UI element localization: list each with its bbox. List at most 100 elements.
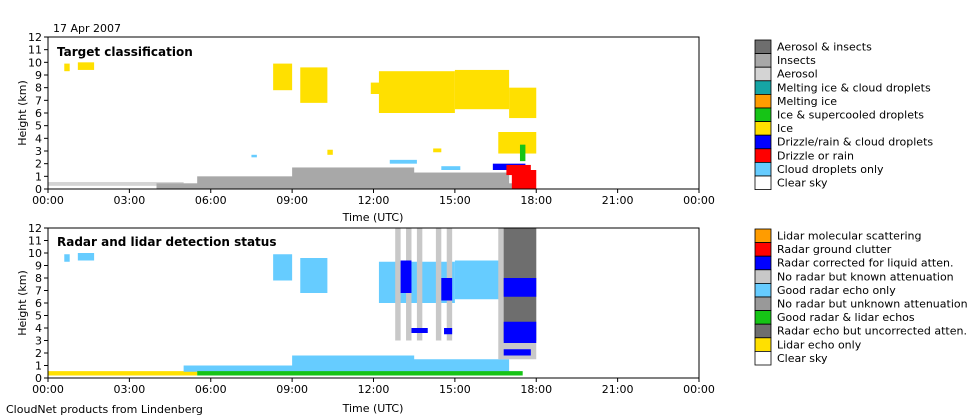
class-region-drizzle-rain [511,170,537,189]
class-x-tick-label: 00:00 [32,194,64,207]
class-y-tick-label: 0 [35,183,42,196]
status-legend-swatch [754,323,772,339]
class-region-insects [156,183,523,189]
class-x-tick-label: 03:00 [114,194,146,207]
footer-label: CloudNet products from Lindenberg [6,403,203,416]
status-y-tick-label: 6 [35,297,42,310]
class-y-tick-label: 1 [35,170,42,183]
class-x-tick-label: 00:00 [683,194,715,207]
class-region-ice [433,148,442,153]
status-y-tick-label: 10 [28,247,42,260]
status-legend-label: Good radar & lidar echos [777,311,915,324]
class-y-tick-label: 9 [35,69,42,82]
status-region-no-radar-known [395,228,401,341]
status-y-tick-label: 12 [28,222,42,235]
class-legend-label: Clear sky [777,177,828,190]
detection-status-panel: Radar and lidar detection status 0123456… [16,222,968,415]
status-legend-label: Clear sky [777,352,828,365]
status-y-tick-label: 11 [28,235,42,248]
class-legend-swatch [754,66,772,82]
status-legend-label: Radar corrected for liquid atten. [777,257,953,270]
status-legend-label: Good radar echo only [777,284,896,297]
status-region-good-radar-only [300,258,328,293]
status-region-radar-corrected [503,349,531,356]
class-legend-label: Melting ice & cloud droplets [777,81,931,94]
class-legend-swatch [754,161,772,177]
class-region-ice [454,69,510,110]
class-legend-swatch [754,121,772,136]
class-region-ice [77,62,95,70]
class-legend-swatch [754,107,772,123]
status-region-good-radar-only [64,254,70,262]
class-y-tick-label: 3 [35,145,42,158]
status-x-tick-label: 12:00 [358,383,390,396]
status-legend-label: Radar echo but uncorrected atten. [777,325,967,338]
class-legend-swatch [754,175,772,191]
status-y-tick-label: 3 [35,335,42,348]
status-x-tick-label: 03:00 [114,383,146,396]
class-legend-swatch [754,148,772,163]
class-legend-label: Drizzle/rain & cloud droplets [777,136,933,149]
class-region-aerosol [48,182,184,186]
class-x-tick-label: 12:00 [358,194,390,207]
class-legend-label: Drizzle or rain [777,149,854,162]
date-label: 17 Apr 2007 [53,22,121,35]
status-x-tick-label: 06:00 [195,383,227,396]
status-y-tick-label: 8 [35,272,42,285]
class-x-tick-label: 15:00 [439,194,471,207]
class-legend-label: Cloud droplets only [777,163,884,176]
class-legend-label: Aerosol [777,68,818,81]
class-y-tick-label: 10 [28,56,42,69]
class-region-cloud-droplets [251,154,257,158]
status-x-tick-label: 18:00 [520,383,552,396]
detection-status-title: Radar and lidar detection status [57,235,276,249]
status-region-radar-corrected [503,321,537,343]
status-x-tick-label: 09:00 [276,383,308,396]
class-legend-swatch [754,94,772,109]
class-legend-label: Ice & supercooled droplets [777,109,924,122]
class-region-cloud-droplets [389,159,417,164]
target-classification-xlabel: Time (UTC) [342,211,404,224]
class-region-ice [64,63,70,72]
class-x-tick-label: 09:00 [276,194,308,207]
status-legend-label: Lidar molecular scattering [777,230,921,243]
class-y-tick-label: 12 [28,31,42,44]
target-classification-ylabel: Height (km) [16,80,29,146]
status-legend-label: Lidar echo only [777,338,862,351]
class-region-insects [400,172,510,187]
class-region-ice [300,67,328,103]
class-legend-label: Melting ice [777,95,837,108]
detection-status-xlabel: Time (UTC) [342,402,404,415]
status-region-no-radar-known [416,228,423,341]
status-x-tick-label: 00:00 [683,383,715,396]
status-region-lidar-only [48,371,198,376]
status-legend-swatch [754,242,772,257]
class-legend-swatch [754,134,772,150]
status-x-tick-label: 00:00 [32,383,64,396]
status-region-radar-corrected [441,278,453,301]
target-classification-x-ticks: 00:00 03:00 06:00 09:00 12:00 15:00 18:00 21:00… [32,189,715,207]
status-legend-swatch [754,296,772,312]
class-legend-swatch [754,53,772,68]
class-y-tick-label: 8 [35,82,42,95]
status-region-no-radar-known [435,228,442,341]
class-y-tick-label: 5 [35,120,42,133]
status-region-good-radar-only [77,253,95,261]
status-legend-swatch [754,228,772,244]
class-legend-swatch [754,39,772,55]
class-region-insects [197,176,320,187]
class-region-ice [509,87,537,119]
status-region-good-radar-lidar [197,371,523,376]
status-legend-swatch [754,310,772,325]
class-region-ice [378,71,455,113]
detection-status-ylabel: Height (km) [16,270,29,336]
class-x-tick-label: 18:00 [520,194,552,207]
status-y-tick-label: 4 [35,322,42,335]
status-region-good-radar-only [273,254,293,281]
